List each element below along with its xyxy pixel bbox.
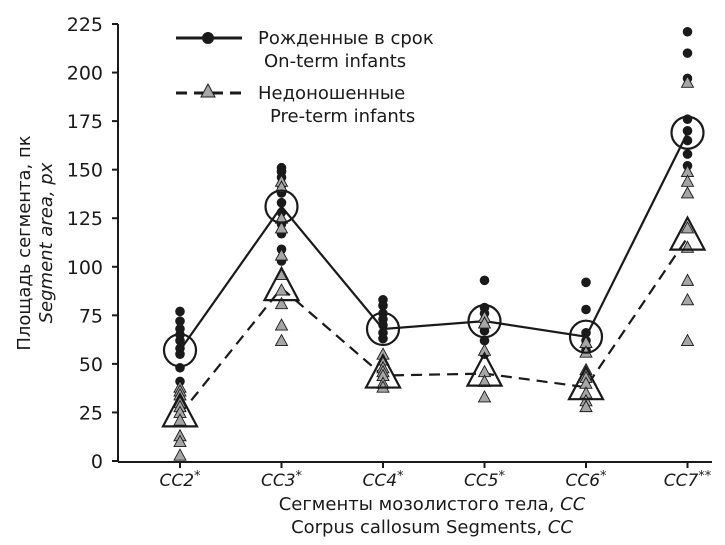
y-axis-title-en: Segment area, px bbox=[36, 162, 57, 323]
x-tick-name: CC7 bbox=[664, 471, 699, 491]
x-tick-label: CC3* bbox=[261, 469, 303, 491]
pre-term-point bbox=[274, 318, 289, 331]
x-tick-name: CC3 bbox=[261, 471, 296, 491]
on-term-point bbox=[378, 320, 388, 330]
y-tick-label: 100 bbox=[67, 257, 103, 279]
on-term-point bbox=[682, 149, 693, 159]
pre-term-mean-marker bbox=[668, 215, 707, 251]
pre-term-point bbox=[274, 248, 289, 261]
on-term-mean-marker bbox=[670, 115, 705, 150]
pre-term-point bbox=[680, 273, 695, 286]
pre-term-point bbox=[173, 434, 187, 448]
y-tick-label: 75 bbox=[79, 305, 103, 327]
on-term-point bbox=[175, 306, 185, 317]
on-term-point bbox=[175, 349, 185, 359]
legend: Рожденные в срок On-term infants Недонош… bbox=[176, 28, 434, 127]
on-term-point bbox=[175, 362, 185, 373]
pre-term-mean-marker bbox=[364, 353, 402, 389]
pre-term-point bbox=[173, 448, 187, 461]
on-term-point bbox=[479, 335, 490, 346]
x-axis-title-en: Corpus callosum Segments, CC bbox=[291, 517, 573, 538]
legend-on-term-ru: Рожденные в срок bbox=[258, 28, 434, 49]
on-term-mean-marker bbox=[365, 311, 401, 347]
y-ticks: 0 25 50 75 100 125 150 175 200 225 bbox=[67, 14, 118, 473]
y-tick-label: 200 bbox=[67, 63, 103, 85]
pre-term-point bbox=[274, 296, 289, 310]
x-tick-significance: * bbox=[194, 469, 201, 484]
x-tick-name: CC6 bbox=[565, 471, 600, 491]
x-tick-name: CC4 bbox=[362, 471, 397, 491]
y-tick-label: 0 bbox=[91, 451, 103, 473]
x-tick-significance: * bbox=[499, 469, 506, 484]
legend-pre-term-en: Pre-term infants bbox=[270, 106, 415, 127]
y-tick-label: 25 bbox=[79, 402, 103, 424]
legend-on-term-en: On-term infants bbox=[264, 51, 406, 72]
x-tick-name: CC2 bbox=[159, 471, 194, 491]
pre-term-point bbox=[680, 333, 695, 347]
legend-pre-term-marker bbox=[200, 82, 216, 98]
on-term-point bbox=[581, 304, 591, 315]
pre-term-point bbox=[477, 389, 492, 403]
x-tick-label: CC2* bbox=[159, 469, 201, 491]
x-tick-name: CC5 bbox=[464, 471, 499, 491]
y-axis-title-ru: Площадь сегмента, пк bbox=[14, 135, 35, 350]
pre-term-point bbox=[680, 220, 695, 234]
on-term-mean-line bbox=[179, 132, 689, 351]
on-term-point bbox=[276, 197, 287, 208]
pre-term-point bbox=[173, 413, 187, 426]
on-term-mean-marker bbox=[264, 189, 299, 224]
legend-on-term-marker bbox=[202, 32, 214, 44]
on-term-mean-marker bbox=[467, 304, 502, 339]
series-lines bbox=[179, 132, 689, 416]
x-tick-label: CC4* bbox=[362, 469, 404, 491]
on-term-mean-marker bbox=[568, 319, 604, 354]
x-tick-label: CC5* bbox=[464, 469, 506, 491]
on-term-point bbox=[175, 316, 185, 326]
x-axis-title-ru: Сегменты мозолистого тела, CC bbox=[279, 494, 586, 515]
pre-term-point bbox=[477, 316, 492, 329]
x-tick-significance: * bbox=[600, 469, 607, 484]
pre-term-point bbox=[274, 283, 289, 296]
pre-term-point bbox=[579, 399, 593, 413]
x-tick-significance: * bbox=[397, 469, 404, 484]
on-term-point bbox=[479, 275, 490, 286]
pre-term-mean-marker bbox=[567, 364, 605, 401]
on-term-point bbox=[581, 277, 591, 288]
pre-term-point bbox=[680, 186, 695, 199]
on-term-point bbox=[682, 135, 693, 146]
on-term-point bbox=[682, 48, 693, 58]
pre-term-mean-marker bbox=[161, 392, 199, 428]
on-term-point bbox=[378, 300, 388, 311]
pre-term-point bbox=[274, 220, 289, 234]
on-term-mean-marker bbox=[162, 333, 198, 368]
on-term-point bbox=[682, 126, 693, 136]
pre-term-mean-marker bbox=[465, 351, 504, 387]
data-points bbox=[173, 26, 695, 461]
x-tick-label: CC7** bbox=[664, 469, 712, 491]
pre-term-point bbox=[680, 75, 695, 88]
y-tick-label: 150 bbox=[67, 160, 103, 182]
y-tick-label: 125 bbox=[67, 208, 103, 230]
legend-pre-term-ru: Недоношенные bbox=[258, 83, 405, 104]
y-tick-label: 50 bbox=[79, 354, 103, 376]
mean-markers bbox=[161, 115, 707, 428]
on-term-point bbox=[581, 328, 591, 338]
pre-term-point bbox=[680, 292, 695, 306]
on-term-point bbox=[682, 26, 693, 37]
x-tick-significance: * bbox=[296, 469, 303, 484]
pre-term-mean-marker bbox=[262, 265, 301, 302]
on-term-point bbox=[378, 333, 388, 344]
x-tick-significance: ** bbox=[698, 469, 712, 484]
pre-term-point bbox=[274, 333, 289, 347]
y-tick-label: 225 bbox=[67, 14, 103, 36]
pre-term-point bbox=[274, 180, 289, 193]
on-term-point bbox=[175, 335, 185, 346]
y-tick-label: 175 bbox=[67, 111, 103, 133]
x-tick-label: CC6* bbox=[565, 469, 607, 491]
pre-term-mean-line bbox=[179, 237, 689, 416]
x-ticks: CC2* CC3* CC4* CC5* CC6* CC7** bbox=[159, 462, 712, 491]
